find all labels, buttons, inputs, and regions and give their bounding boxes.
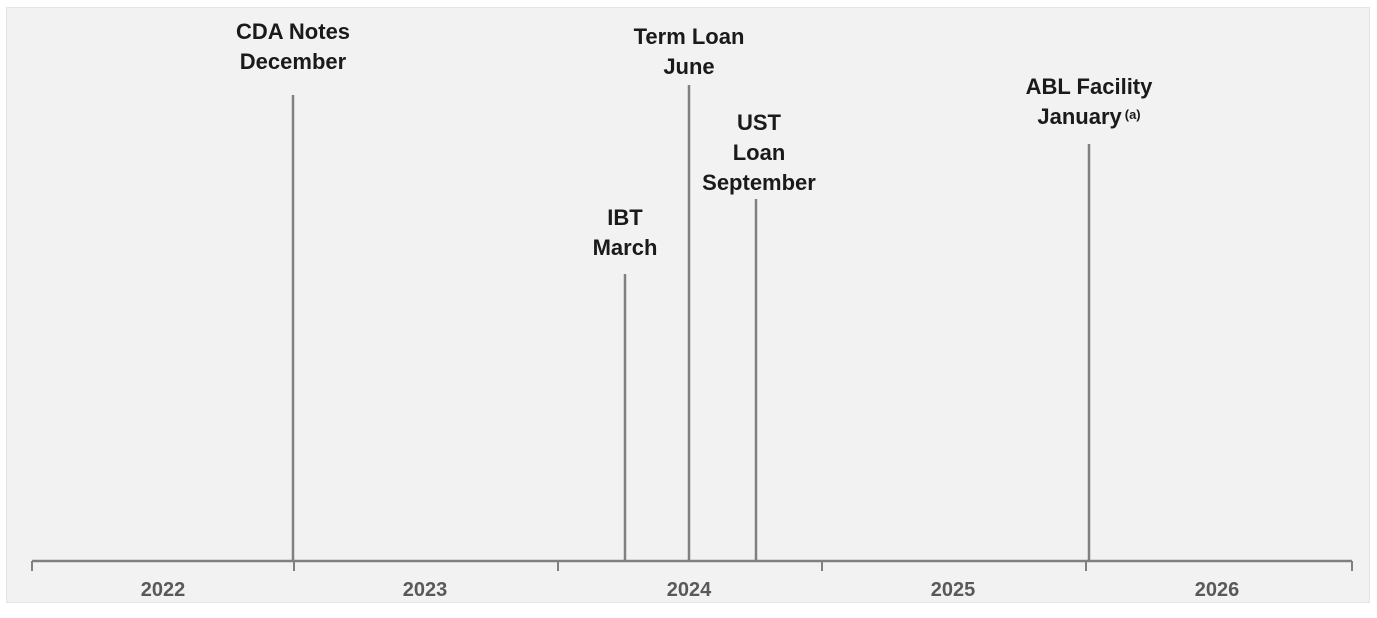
event-date: June [663, 54, 715, 79]
event-name: UST Loan [732, 110, 786, 165]
event-date: March [592, 235, 658, 260]
event-label-abl-facility: ABL Facility January (a) [1026, 72, 1153, 132]
year-label-2026: 2026 [1194, 579, 1240, 601]
event-label-term-loan: Term Loan June [634, 22, 745, 82]
footnote-marker: (a) [1124, 107, 1141, 122]
event-date: September [702, 170, 816, 195]
event-date: December [239, 49, 347, 74]
event-label-ibt: IBT March [593, 203, 658, 263]
event-date-line: January (a) [1026, 102, 1153, 132]
year-label-2024: 2024 [666, 579, 712, 601]
event-name: CDA Notes [235, 19, 351, 44]
year-label-2022: 2022 [140, 579, 186, 601]
timeline-panel: CDA Notes December IBT March Term Loan J… [6, 7, 1370, 603]
event-name: IBT [607, 205, 643, 230]
year-label-2025: 2025 [930, 579, 976, 601]
event-label-ust-loan: UST Loan September [689, 108, 829, 198]
timeline-axis-graphic [31, 85, 1353, 571]
event-name: Term Loan [633, 24, 745, 49]
event-date: January [1037, 104, 1122, 129]
event-name: ABL Facility [1025, 74, 1153, 99]
year-label-2023: 2023 [402, 579, 448, 601]
event-label-cda-notes: CDA Notes December [236, 17, 350, 77]
